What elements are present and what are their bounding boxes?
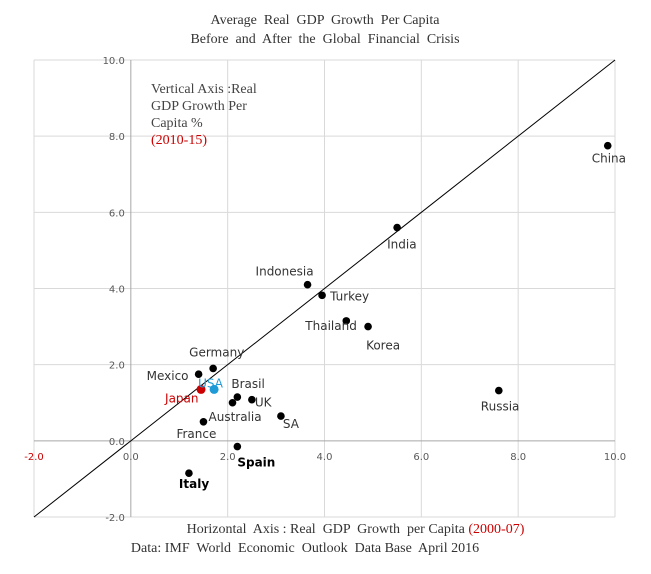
reference-line-45-degree (33, 59, 616, 518)
data-point-france (199, 417, 208, 426)
y-tick-label: 8.0 (109, 132, 125, 143)
data-point-italy (185, 469, 193, 478)
vertical-axis-note-line3: Capita % (151, 116, 203, 131)
chart-title-line2: Before and After the Global Financial Cr… (190, 32, 459, 47)
point-label-mexico: Mexico (147, 369, 189, 383)
point-label-russia: Russia (481, 400, 520, 414)
y-tick-label: 0.0 (109, 437, 125, 448)
point-label-uk: UK (255, 396, 273, 410)
x-axis-label-period: (2000-07) (468, 522, 524, 537)
data-point-russia (495, 386, 503, 395)
y-tick-label: -2.0 (105, 513, 125, 524)
data-point-korea (364, 322, 372, 331)
data-point-mexico (194, 370, 203, 378)
point-label-italy: Italy (179, 477, 209, 491)
point-label-france: France (176, 427, 216, 441)
point-label-usa: USA (198, 376, 224, 390)
data-point-sa (277, 412, 285, 420)
data-point-brasil (233, 393, 242, 401)
x-tick-label: 6.0 (413, 452, 429, 463)
data-point-uk (248, 395, 256, 404)
vertical-axis-note-period: (2010-15) (151, 133, 207, 148)
reference-line-group (33, 59, 616, 518)
data-point-usa (209, 384, 219, 394)
data-point-india (393, 223, 401, 232)
point-label-spain: Spain (237, 456, 275, 470)
point-label-indonesia: Indonesia (256, 265, 314, 279)
x-axis-label: Horizontal Axis : Real GDP Growth per Ca… (169, 522, 535, 537)
y-tick-label: 2.0 (109, 361, 125, 372)
data-point-australia (228, 398, 237, 407)
x-tick-label: 10.0 (604, 452, 626, 463)
x-tick-label: 0.0 (123, 452, 139, 463)
y-tick-label: 6.0 (109, 208, 125, 219)
chart-title-line1: Average Real GDP Growth Per Capita (211, 13, 441, 28)
point-label-thailand: Thailand (304, 319, 357, 333)
y-tick-label: 4.0 (109, 285, 125, 296)
point-label-brasil: Brasil (231, 377, 264, 391)
vertical-axis-note-line1: Vertical Axis :Real (151, 82, 257, 97)
data-point-indonesia (303, 280, 312, 289)
point-label-korea: Korea (366, 339, 400, 353)
point-label-japan: Japan (164, 391, 198, 405)
x-tick-label: -2.0 (24, 452, 44, 463)
tick-labels: -2.0 0.0 2.0 4.0 6.0 8.0 10.0 -2.0 0.0 2.0 4.0 6.0 8… (24, 56, 626, 524)
x-axis-label-main: Horizontal Axis : Real GDP Growth per Ca… (187, 522, 469, 537)
data-point-spain (233, 442, 242, 451)
data-point-japan (196, 384, 206, 394)
point-label-china: China (592, 152, 626, 166)
point-label-sa: SA (283, 417, 300, 431)
x-tick-label: 4.0 (317, 452, 333, 463)
vertical-axis-note-line2: GDP Growth Per (151, 99, 247, 114)
point-label-turkey: Turkey (329, 289, 369, 303)
data-point-thailand (342, 317, 351, 325)
point-label-germany: Germany (189, 345, 244, 359)
data-point-china (603, 141, 612, 150)
data-point-germany (209, 364, 217, 373)
point-labels: China India Indonesia Turkey Thailand Korea Ru… (147, 152, 626, 492)
data-points (185, 141, 612, 478)
x-tick-label: 8.0 (510, 452, 526, 463)
data-point-turkey (318, 291, 326, 300)
data-source: Data: IMF World Economic Outlook Data Ba… (131, 541, 479, 556)
point-label-australia: Australia (209, 410, 262, 424)
point-label-india: India (387, 238, 416, 252)
y-tick-label: 10.0 (103, 56, 125, 67)
x-tick-label: 2.0 (220, 452, 236, 463)
